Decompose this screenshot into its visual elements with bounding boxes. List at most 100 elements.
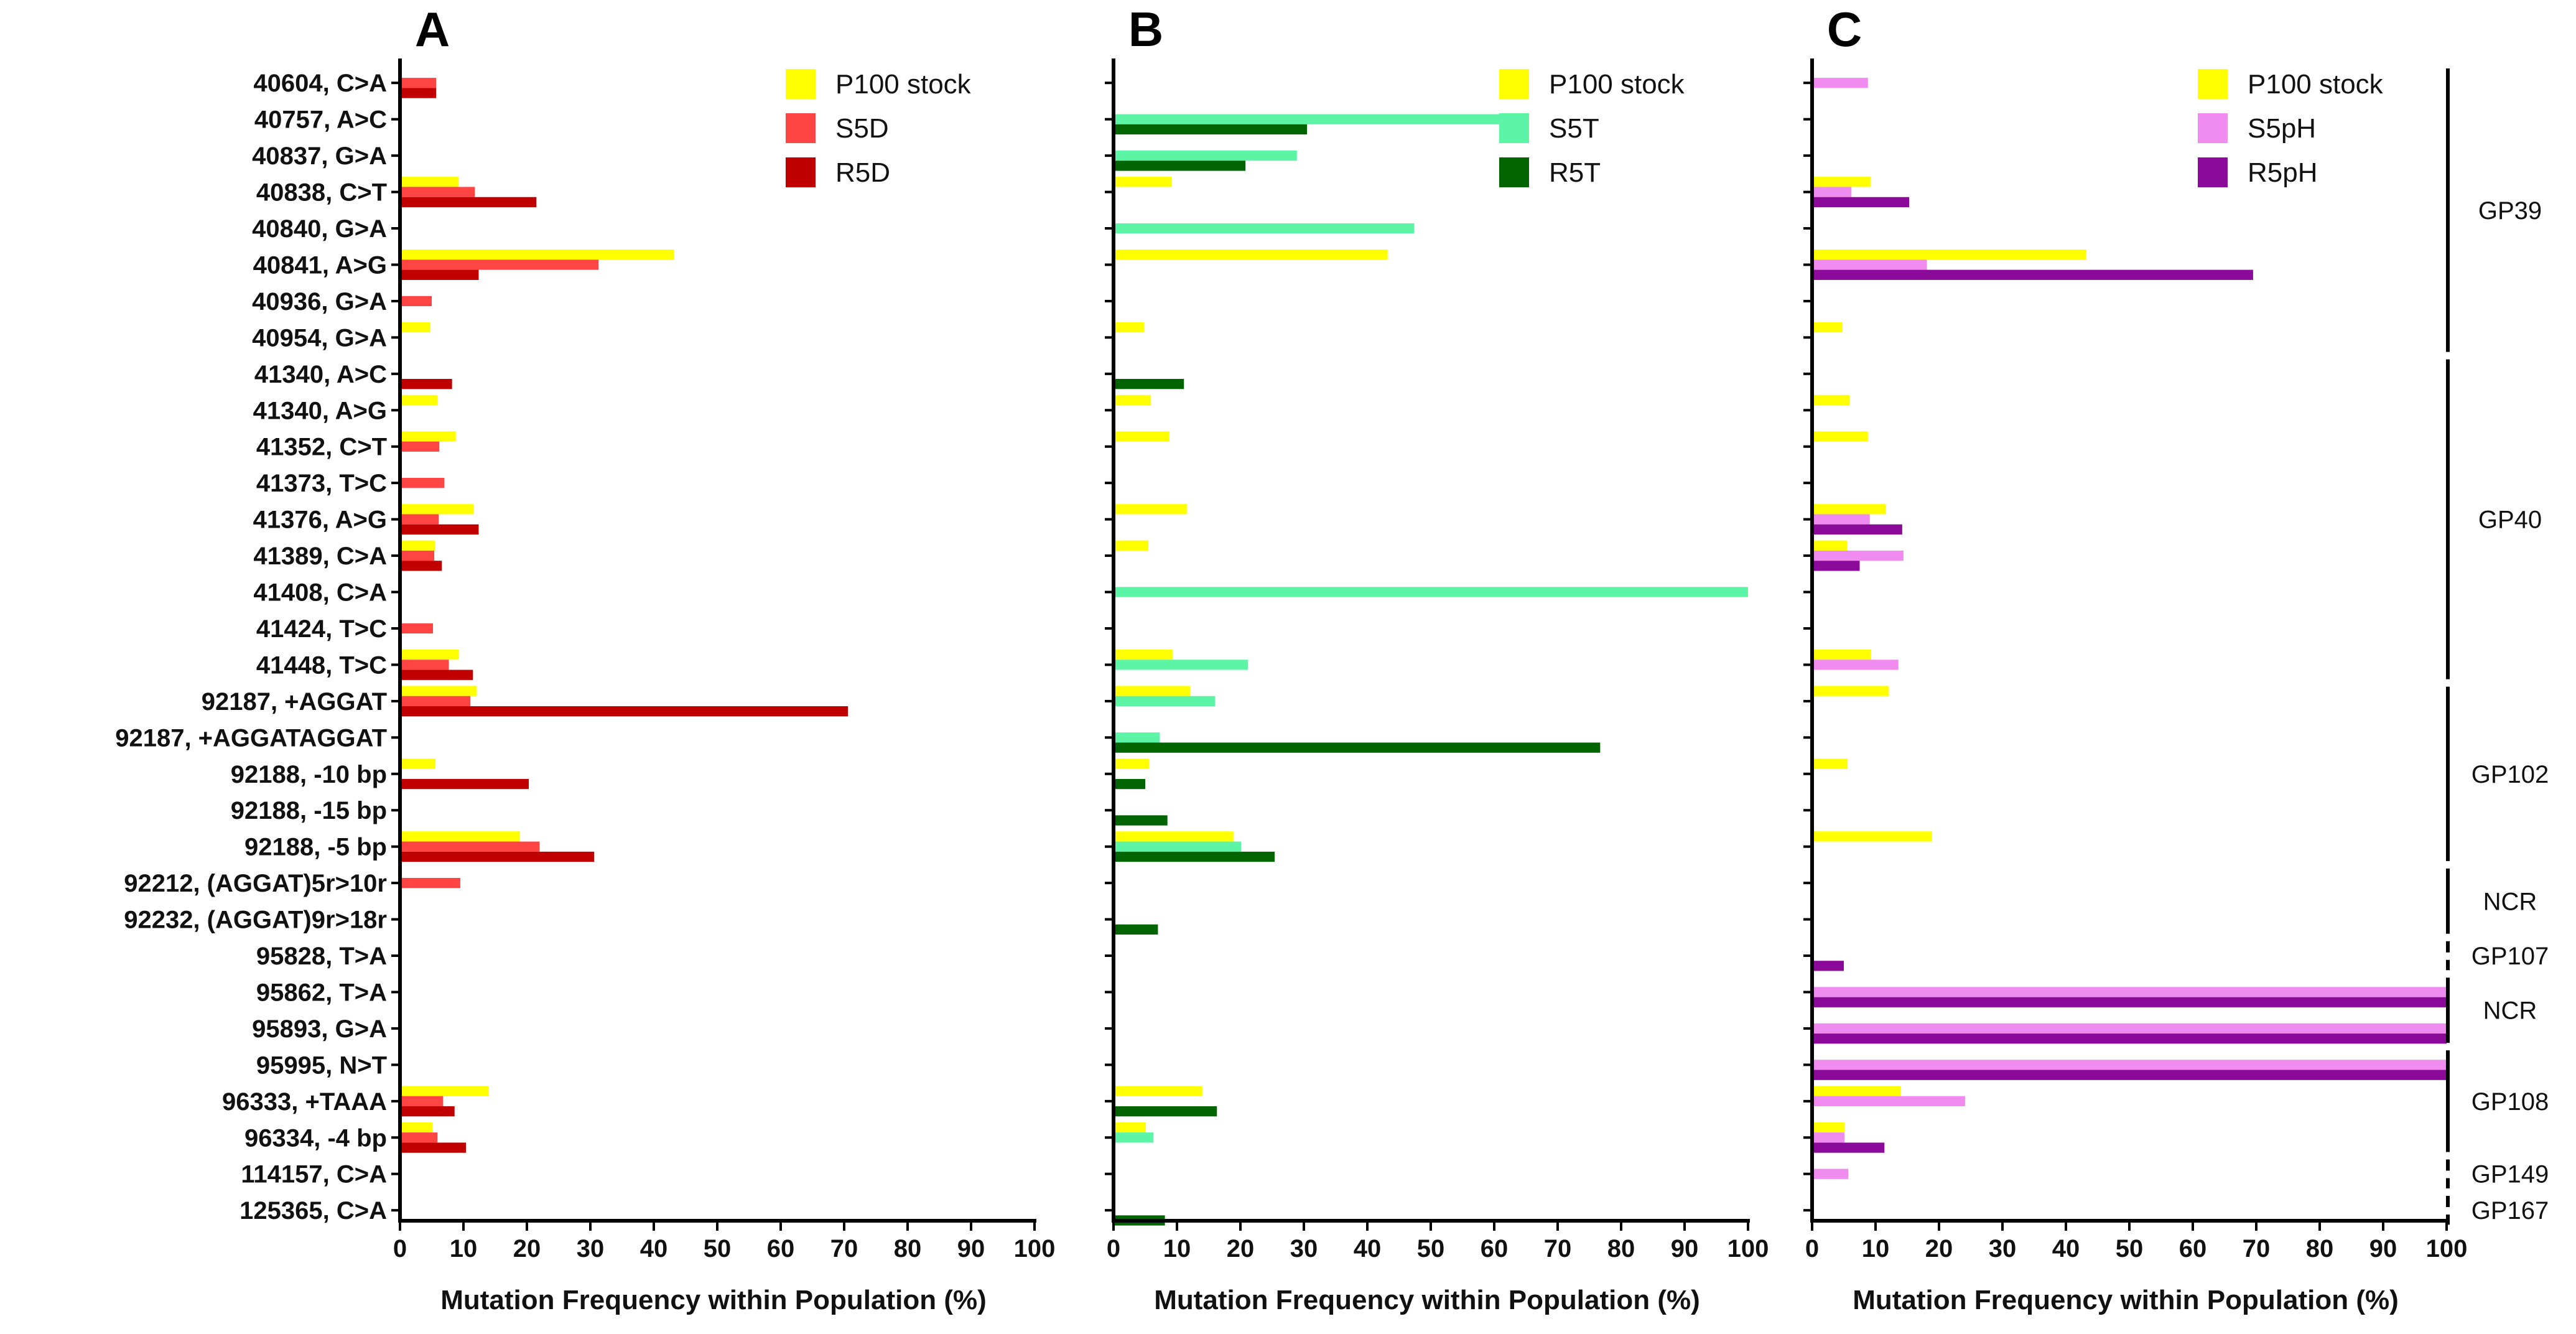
- bar-b-r5t: [1114, 778, 1145, 790]
- bar-a-p100-stock: [400, 686, 477, 696]
- bar-b-s5t: [1114, 841, 1242, 852]
- region-label: GP102: [2471, 761, 2549, 788]
- x-tick-label: 10: [450, 1235, 478, 1262]
- bar-a-s5d: [400, 259, 599, 270]
- category-label: 95862, T>A: [256, 979, 387, 1006]
- panel-label: C: [1827, 2, 1862, 57]
- x-tick-label: 30: [1989, 1235, 2017, 1262]
- bar-c-s5ph: [1812, 187, 1852, 197]
- bar-c-r5ph: [1812, 197, 1910, 208]
- bar-a-s5d: [400, 1096, 444, 1106]
- x-tick-label: 70: [2243, 1235, 2271, 1262]
- legend-label: P100 stock: [2248, 69, 2384, 100]
- x-tick-label: 0: [1805, 1235, 1819, 1262]
- region-label: GP40: [2478, 506, 2542, 534]
- category-label: 92188, -10 bp: [231, 761, 387, 788]
- x-tick-label: 100: [2426, 1235, 2468, 1262]
- bar-a-r5d: [400, 197, 537, 208]
- x-tick-label: 50: [2116, 1235, 2144, 1262]
- bar-c-r5ph: [1812, 1142, 1885, 1153]
- bar-c-p100-stock: [1812, 1086, 1901, 1096]
- bar-c-p100-stock: [1812, 758, 1848, 769]
- bar-c-r5ph: [1812, 561, 1860, 571]
- x-tick-label: 30: [577, 1235, 605, 1262]
- legend-swatch: [2198, 157, 2228, 187]
- category-label: 92212, (AGGAT)5r>10r: [124, 870, 387, 897]
- x-axis-title: Mutation Frequency within Population (%): [1154, 1285, 1700, 1315]
- bar-b-p100-stock: [1114, 322, 1144, 333]
- legend-label: P100 stock: [1549, 69, 1685, 100]
- bar-c-r5ph: [1812, 1033, 2447, 1044]
- bar-a-r5d: [400, 269, 479, 280]
- x-axis-title: Mutation Frequency within Population (%): [1853, 1285, 2399, 1315]
- bar-c-p100-stock: [1812, 322, 1843, 333]
- category-label: 41408, C>A: [253, 579, 387, 607]
- bar-a-s5d: [400, 296, 432, 307]
- bar-c-s5ph: [1812, 987, 2447, 997]
- bar-b-s5t: [1114, 1132, 1154, 1143]
- bar-a-r5d: [400, 778, 529, 790]
- category-label: 41373, T>C: [256, 470, 387, 497]
- bar-c-p100-stock: [1812, 1122, 1845, 1133]
- bar-b-r5t: [1114, 378, 1184, 389]
- x-tick-label: 50: [1417, 1235, 1445, 1262]
- x-tick-label: 80: [1607, 1235, 1635, 1262]
- bar-b-r5t: [1114, 815, 1168, 826]
- bar-a-s5d: [400, 478, 445, 488]
- x-tick-label: 60: [767, 1235, 795, 1262]
- x-tick-label: 90: [957, 1235, 985, 1262]
- category-label: 41340, A>G: [253, 397, 387, 424]
- bar-b-s5t: [1114, 696, 1216, 707]
- legend-label: S5D: [835, 113, 889, 144]
- bar-c-p100-stock: [1812, 177, 1871, 187]
- category-label: 40936, G>A: [252, 288, 387, 315]
- bar-c-r5ph: [1812, 269, 2253, 280]
- bar-b-r5t: [1114, 161, 1246, 171]
- x-tick-label: 0: [393, 1235, 407, 1262]
- bar-a-r5d: [400, 88, 437, 98]
- category-label: 96333, +TAAA: [222, 1088, 387, 1116]
- bar-b-s5t: [1114, 732, 1160, 743]
- bar-c-s5ph: [1812, 660, 1899, 670]
- bar-b-p100-stock: [1114, 504, 1188, 515]
- x-tick-label: 100: [1014, 1235, 1056, 1262]
- bar-a-p100-stock: [400, 1122, 433, 1133]
- bar-c-s5ph: [1812, 1060, 2447, 1070]
- region-label: GP167: [2471, 1197, 2549, 1224]
- category-label: 95995, N>T: [256, 1052, 387, 1079]
- bar-b-p100-stock: [1114, 758, 1150, 769]
- bar-a-s5d: [400, 1132, 438, 1143]
- x-tick-label: 60: [1481, 1235, 1509, 1262]
- bar-c-s5ph: [1812, 1168, 1849, 1179]
- x-axis-title: Mutation Frequency within Population (%): [440, 1285, 987, 1315]
- bar-a-p100-stock: [400, 394, 438, 406]
- x-tick-label: 20: [1925, 1235, 1953, 1262]
- bar-c-r5ph: [1812, 524, 1902, 535]
- bar-c-p100-stock: [1812, 649, 1871, 660]
- x-tick-label: 80: [2306, 1235, 2334, 1262]
- category-label: 125365, C>A: [239, 1197, 387, 1224]
- x-tick-label: 0: [1107, 1235, 1120, 1262]
- legend-swatch: [2198, 113, 2228, 143]
- bar-c-s5ph: [1812, 259, 1927, 270]
- bar-c-p100-stock: [1812, 504, 1886, 515]
- category-label: 92187, +AGGAT: [202, 688, 387, 716]
- bar-c-r5ph: [1812, 961, 1844, 971]
- legend-swatch: [786, 113, 816, 143]
- x-tick-label: 100: [1727, 1235, 1769, 1262]
- panel-b: 0 10 20 30 40 50 60 70 80 90 100 Mutation Frequency…: [1105, 2, 1769, 1315]
- bar-a-r5d: [400, 378, 452, 389]
- bar-a-r5d: [400, 851, 595, 862]
- region-label: GP107: [2471, 943, 2549, 970]
- bar-a-r5d: [400, 1106, 455, 1117]
- bar-a-p100-stock: [400, 322, 430, 333]
- legend-label: R5T: [1549, 157, 1601, 188]
- x-tick-label: 20: [513, 1235, 541, 1262]
- legend-swatch: [2198, 69, 2228, 99]
- bar-c-p100-stock: [1812, 831, 1932, 842]
- bar-c-p100-stock: [1812, 540, 1848, 551]
- bar-a-p100-stock: [400, 250, 674, 260]
- x-tick-label: 80: [894, 1235, 922, 1262]
- bar-a-s5d: [400, 696, 471, 707]
